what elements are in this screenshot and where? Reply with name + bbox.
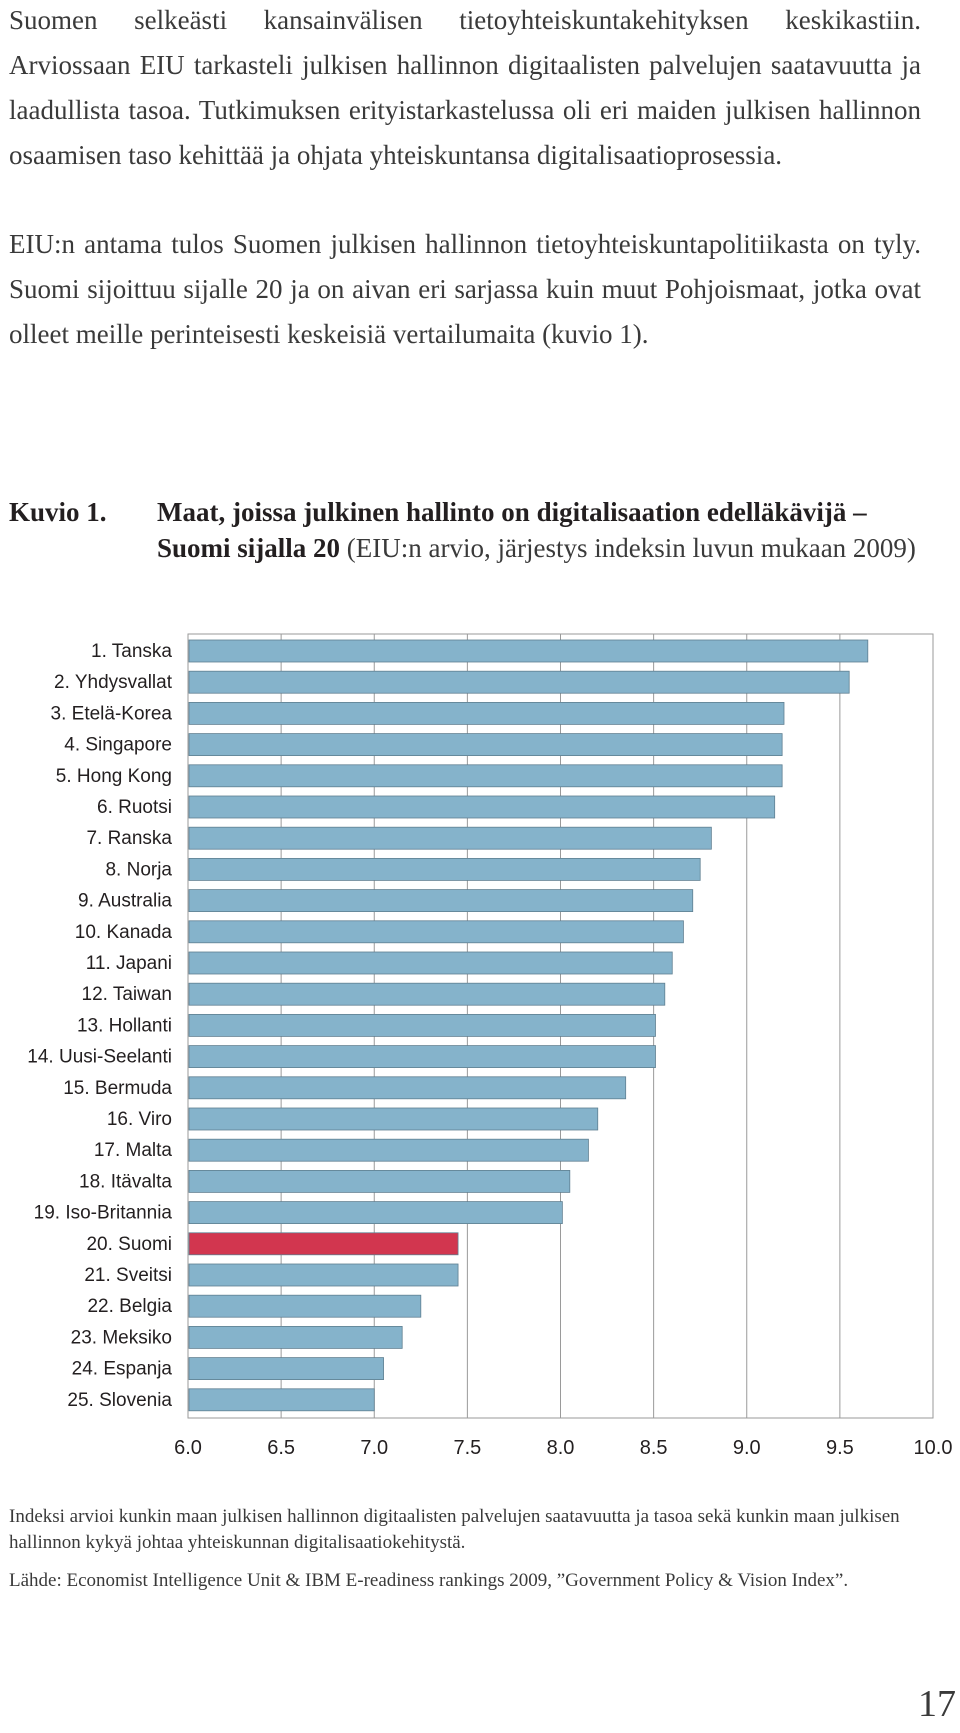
bar (188, 1294, 422, 1318)
chart-x-tick-labels: 6.0 6.5 7.0 7.5 8.0 8.5 9.0 9.5 10.0 (174, 1437, 952, 1459)
bar (188, 1170, 571, 1193)
figure-title: Maat, joissa julkinen hallinto on digita… (157, 494, 917, 566)
category-label: 2. Yhdysvallat (54, 672, 173, 693)
category-label: 5. Hong Kong (56, 766, 172, 787)
x-tick-label: 8.0 (547, 1437, 575, 1459)
figure-note: Indeksi arvioi kunkin maan julkisen hall… (9, 1506, 900, 1553)
category-label: 15. Bermuda (63, 1078, 172, 1099)
x-tick-label: 7.0 (360, 1437, 388, 1459)
body-paragraph-1: Suomen selkeästi kansainvälisen tietoyht… (9, 5, 921, 170)
category-label: 8. Norja (105, 859, 172, 880)
category-label: 6. Ruotsi (97, 797, 172, 818)
bar (188, 826, 712, 850)
bar (188, 1013, 656, 1037)
bar-highlighted (188, 1232, 459, 1256)
bar (188, 1045, 656, 1069)
figure-title-bold: Maat, joissa julkinen hallinto on digita… (157, 497, 867, 563)
bar (188, 1263, 459, 1287)
bar (188, 1388, 375, 1412)
category-label: 21. Sveitsi (84, 1265, 172, 1286)
x-tick-label: 6.0 (174, 1437, 202, 1459)
category-label: 7. Ranska (86, 828, 172, 849)
bar (188, 733, 783, 756)
bar (188, 639, 869, 663)
bar (188, 795, 776, 819)
bar (188, 1357, 384, 1380)
category-label: 13. Hollanti (77, 1015, 172, 1036)
x-tick-label: 9.5 (826, 1437, 854, 1459)
category-label: 9. Australia (78, 891, 172, 912)
page-number: 17 (918, 1683, 956, 1725)
category-label: 12. Taiwan (82, 984, 173, 1005)
bar (188, 1201, 563, 1224)
category-label: 25. Slovenia (67, 1390, 172, 1411)
category-label: 22. Belgia (87, 1296, 172, 1317)
category-label: 16. Viro (107, 1109, 172, 1130)
bar-chart: 1. Tanska 2. Yhdysvallat 3. Etelä-Korea 4. … (27, 633, 952, 1459)
category-label: 24. Espanja (72, 1359, 173, 1380)
category-label: 23. Meksiko (71, 1327, 172, 1348)
category-label: 19. Iso-Britannia (34, 1203, 173, 1224)
x-tick-label: 8.5 (640, 1437, 668, 1459)
x-tick-label: 9.0 (733, 1437, 761, 1459)
body-paragraph-2: EIU:n antama tulos Suomen julkisen halli… (9, 229, 921, 349)
bar (188, 1326, 403, 1349)
bar (188, 1107, 599, 1131)
category-label: 11. Japani (86, 953, 172, 974)
x-tick-label: 6.5 (267, 1437, 295, 1459)
bar (188, 889, 694, 913)
bar (188, 1138, 589, 1162)
bar (188, 982, 666, 1006)
bar (188, 1076, 627, 1100)
category-label: 18. Itävalta (79, 1171, 172, 1192)
figure-title-rest: (EIU:n arvio, järjestys indeksin luvun m… (340, 533, 916, 563)
category-label: 4. Singapore (64, 735, 172, 756)
bar (188, 920, 684, 944)
x-tick-label: 7.5 (453, 1437, 481, 1459)
category-label: 1. Tanska (91, 641, 172, 662)
category-label: 14. Uusi-Seelanti (27, 1047, 172, 1068)
bar (188, 857, 701, 881)
x-tick-label: 10.0 (914, 1437, 953, 1459)
bar (188, 702, 785, 725)
category-label: 10. Kanada (75, 922, 173, 943)
chart-category-labels: 1. Tanska 2. Yhdysvallat 3. Etelä-Korea 4. … (27, 641, 172, 1411)
bar (188, 670, 850, 694)
bar (188, 951, 673, 975)
figure-label: Kuvio 1. (9, 497, 107, 527)
category-label: 3. Etelä-Korea (51, 703, 173, 724)
bar (188, 764, 783, 788)
chart-bars (188, 639, 869, 1412)
figure-source: Lähde: Economist Intelligence Unit & IBM… (9, 1570, 849, 1591)
category-label: 17. Malta (94, 1140, 173, 1161)
category-label: 20. Suomi (86, 1234, 172, 1255)
